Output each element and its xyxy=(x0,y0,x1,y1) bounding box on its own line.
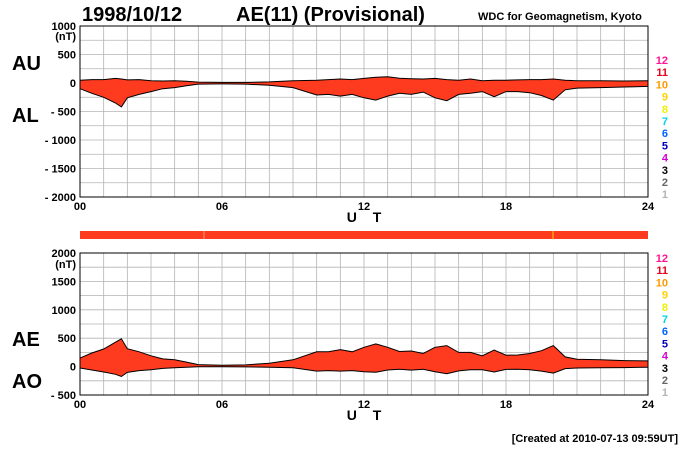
plot-date: 1998/10/12 xyxy=(82,4,183,26)
station-legend-number: 1 xyxy=(662,189,668,201)
x-tick-label: 12 xyxy=(358,399,370,411)
y-tick-label: 1500 xyxy=(52,276,76,288)
x-tick-label: 18 xyxy=(500,201,512,213)
station-legend-number: 7 xyxy=(662,116,668,128)
y-tick-label: - 500 xyxy=(51,107,76,119)
plot-frame xyxy=(79,252,649,396)
ae-series-line xyxy=(79,338,649,366)
y-tick-label: 1000 xyxy=(52,21,76,33)
y-tick-label: 2000 xyxy=(52,248,76,260)
x-tick-label: 18 xyxy=(500,399,512,411)
ao-series-line xyxy=(79,366,649,378)
station-legend-number: 5 xyxy=(662,140,668,152)
station-legend-number: 3 xyxy=(662,165,668,177)
y-unit-label: (nT) xyxy=(55,259,76,271)
y-tick-label: 0 xyxy=(70,78,76,90)
station-legend-number: 8 xyxy=(662,104,668,116)
station-legend-number: 9 xyxy=(662,290,668,302)
x-axis-label: U T xyxy=(347,407,388,423)
y-tick-label: - 500 xyxy=(51,390,76,402)
station-legend-number: 8 xyxy=(662,302,668,314)
station-legend-number: 11 xyxy=(656,265,668,277)
plot-frame xyxy=(79,25,649,198)
x-tick-label: 06 xyxy=(216,399,228,411)
x-axis-label: U T xyxy=(347,209,388,225)
station-legend-number: 4 xyxy=(662,351,669,363)
x-tick-label: 00 xyxy=(74,201,86,213)
y-tick-label: - 1000 xyxy=(45,135,76,147)
y-tick-label: 0 xyxy=(70,362,76,374)
au-series-line xyxy=(79,76,649,83)
x-tick-label: 06 xyxy=(216,201,228,213)
data-source: WDC for Geomagnetism, Kyoto xyxy=(478,11,642,23)
au-al-band xyxy=(80,76,648,107)
station-legend-number: 7 xyxy=(662,314,668,326)
station-legend-number: 6 xyxy=(662,326,668,338)
station-legend-number: 5 xyxy=(662,338,668,350)
y-tick-label: - 2000 xyxy=(45,192,76,204)
ae-label: AE xyxy=(12,329,40,351)
ao-label: AO xyxy=(12,371,42,393)
x-tick-label: 00 xyxy=(74,399,86,411)
station-legend-number: 6 xyxy=(662,128,668,140)
station-legend-number: 9 xyxy=(662,92,668,104)
station-legend-number: 2 xyxy=(662,177,668,189)
station-legend-number: 1 xyxy=(662,387,668,399)
y-tick-label: - 1500 xyxy=(45,164,76,176)
station-legend-number: 11 xyxy=(656,67,668,79)
y-tick-label: 500 xyxy=(58,50,76,62)
ae-ao-band xyxy=(80,338,648,377)
station-legend-number: 10 xyxy=(656,277,668,289)
al-series-line xyxy=(79,83,649,108)
y-tick-label: 500 xyxy=(58,333,76,345)
station-legend-number: 10 xyxy=(656,79,668,91)
station-legend-number: 12 xyxy=(656,55,668,67)
y-unit-label: (nT) xyxy=(55,31,76,43)
creation-timestamp: [Created at 2010-07-13 09:59UT] xyxy=(511,433,678,445)
station-legend-number: 12 xyxy=(656,253,668,265)
data-flag-bar xyxy=(80,231,648,239)
station-legend-number: 2 xyxy=(662,375,668,387)
station-legend-number: 3 xyxy=(662,363,668,375)
y-tick-label: 1000 xyxy=(52,305,76,317)
x-tick-label: 12 xyxy=(358,201,370,213)
au-label: AU xyxy=(12,53,41,75)
plot-title: AE(11) (Provisional) xyxy=(236,4,425,26)
x-tick-label: 24 xyxy=(642,201,655,213)
station-legend-number: 4 xyxy=(662,153,669,165)
al-label: AL xyxy=(12,105,39,127)
x-tick-label: 24 xyxy=(642,399,655,411)
